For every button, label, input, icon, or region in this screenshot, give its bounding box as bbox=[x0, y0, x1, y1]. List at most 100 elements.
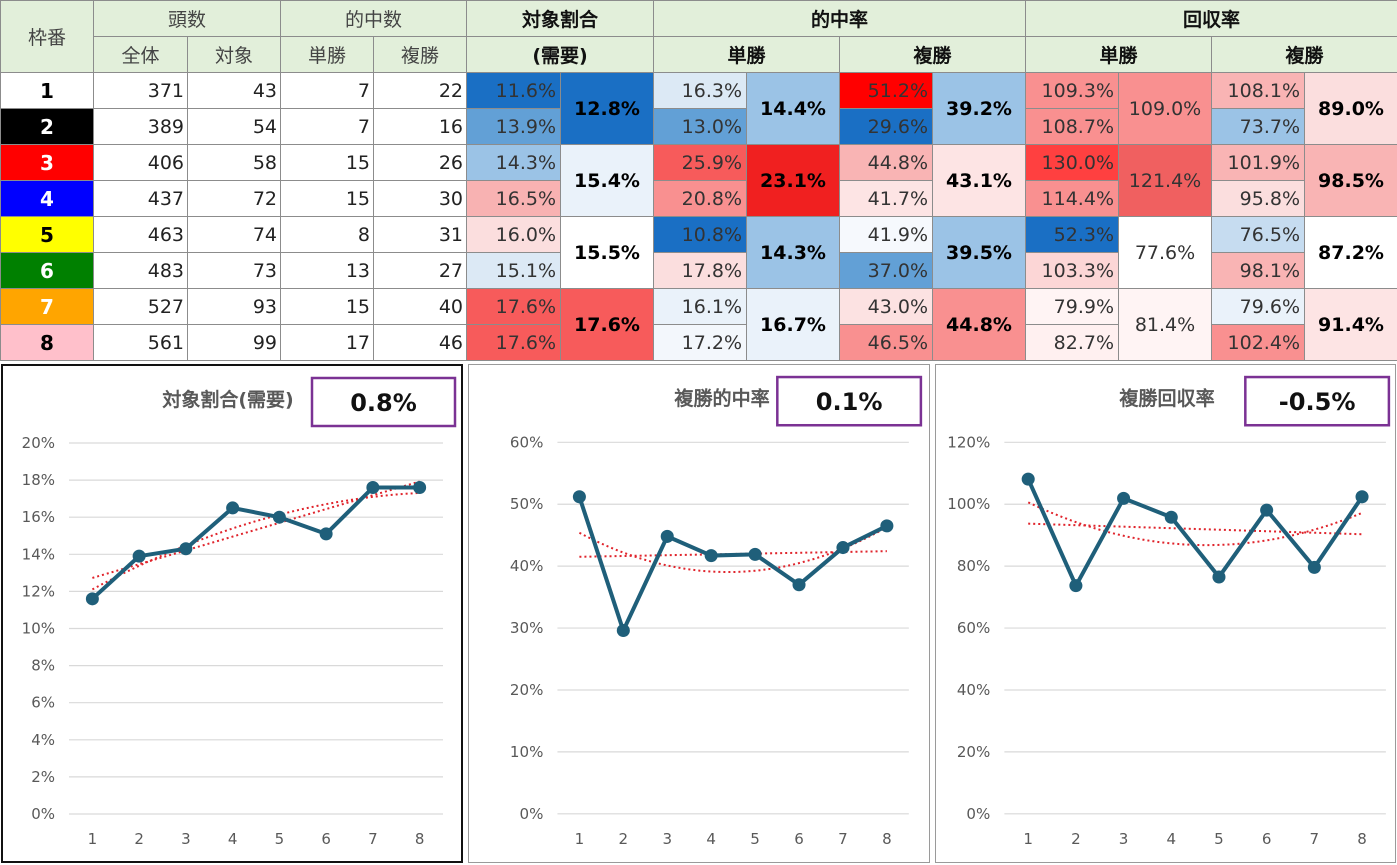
row-total-count: 463 bbox=[93, 216, 188, 253]
y-tick-label: 50% bbox=[510, 495, 543, 513]
row-frame-number: 7 bbox=[0, 288, 94, 325]
header-count: 頭数 bbox=[93, 0, 281, 37]
row-target-ratio: 11.6% bbox=[466, 72, 561, 109]
header-count-total: 全体 bbox=[93, 36, 188, 73]
data-point bbox=[572, 490, 586, 504]
y-tick-label: 120% bbox=[947, 433, 990, 451]
data-point bbox=[880, 519, 894, 533]
pair-place-return: 91.4% bbox=[1304, 288, 1397, 361]
row-total-count: 483 bbox=[93, 252, 188, 289]
row-place-return: 98.1% bbox=[1211, 252, 1305, 289]
data-point bbox=[272, 510, 286, 524]
row-win-hits: 8 bbox=[280, 216, 374, 253]
row-place-hits: 26 bbox=[373, 144, 467, 181]
row-win-hit-rate: 17.8% bbox=[653, 252, 747, 289]
row-total-count: 371 bbox=[93, 72, 188, 109]
data-point bbox=[660, 529, 674, 543]
x-tick-label: 1 bbox=[575, 830, 585, 848]
row-win-hit-rate: 17.2% bbox=[653, 324, 747, 361]
row-win-hit-rate: 10.8% bbox=[653, 216, 747, 253]
x-tick-label: 3 bbox=[181, 830, 191, 848]
row-place-hit-rate: 51.2% bbox=[839, 72, 933, 109]
pair-win-return: 109.0% bbox=[1118, 72, 1212, 145]
x-tick-label: 6 bbox=[1262, 830, 1272, 848]
row-target-count: 73 bbox=[187, 252, 281, 289]
row-frame-number: 2 bbox=[0, 108, 94, 145]
row-target-ratio: 17.6% bbox=[466, 288, 561, 325]
linear-trendline bbox=[1028, 522, 1363, 536]
x-tick-label: 5 bbox=[275, 830, 285, 848]
pair-win-return: 81.4% bbox=[1118, 288, 1212, 361]
row-win-return: 108.7% bbox=[1025, 108, 1119, 145]
y-tick-label: 0% bbox=[966, 805, 990, 823]
row-target-count: 58 bbox=[187, 144, 281, 181]
row-frame-number: 5 bbox=[0, 216, 94, 253]
row-place-hits: 27 bbox=[373, 252, 467, 289]
polynomial-trendline bbox=[91, 491, 420, 591]
y-tick-label: 40% bbox=[957, 681, 990, 699]
pair-place-hit-rate: 39.2% bbox=[932, 72, 1026, 145]
row-target-count: 72 bbox=[187, 180, 281, 217]
row-place-return: 101.9% bbox=[1211, 144, 1305, 181]
row-target-ratio: 16.0% bbox=[466, 216, 561, 253]
chart-svg: 0% 2% 4% 6% 8% 10% 12% 14% 16% 18% 20% 1 2 3 4 5 6 7 8 対象割合… bbox=[22, 376, 457, 848]
row-place-hits: 46 bbox=[373, 324, 467, 361]
x-tick-label: 7 bbox=[1310, 830, 1320, 848]
data-point bbox=[836, 541, 850, 555]
row-place-return: 102.4% bbox=[1211, 324, 1305, 361]
x-tick-label: 7 bbox=[368, 830, 378, 848]
y-tick-label: 16% bbox=[22, 508, 55, 526]
data-point bbox=[1164, 510, 1178, 524]
x-tick-label: 5 bbox=[750, 830, 760, 848]
data-point bbox=[366, 481, 380, 495]
data-point bbox=[1355, 490, 1369, 504]
x-tick-label: 1 bbox=[1023, 830, 1033, 848]
row-win-hit-rate: 20.8% bbox=[653, 180, 747, 217]
linear-trendline bbox=[92, 480, 420, 579]
chart-title: 複勝的中率 bbox=[673, 387, 769, 410]
x-tick-label: 1 bbox=[88, 830, 98, 848]
slope-value: 0.1% bbox=[816, 388, 883, 416]
x-tick-label: 2 bbox=[1071, 830, 1081, 848]
row-win-hits: 15 bbox=[280, 144, 374, 181]
chart-title: 対象割合(需要) bbox=[161, 388, 293, 411]
data-point bbox=[792, 578, 806, 592]
data-point bbox=[616, 624, 630, 638]
pair-win-hit-rate: 23.1% bbox=[746, 144, 840, 217]
y-tick-label: 8% bbox=[31, 657, 55, 675]
data-point bbox=[1069, 579, 1083, 593]
row-place-hit-rate: 41.7% bbox=[839, 180, 933, 217]
y-tick-label: 4% bbox=[31, 731, 55, 749]
row-win-return: 52.3% bbox=[1025, 216, 1119, 253]
row-target-ratio: 13.9% bbox=[466, 108, 561, 145]
row-win-hit-rate: 13.0% bbox=[653, 108, 747, 145]
row-win-return: 109.3% bbox=[1025, 72, 1119, 109]
slope-box bbox=[1244, 375, 1391, 427]
series-line bbox=[577, 496, 888, 633]
data-point bbox=[132, 549, 146, 563]
y-tick-label: 30% bbox=[510, 619, 543, 637]
row-place-hits: 40 bbox=[373, 288, 467, 325]
y-tick-label: 0% bbox=[519, 805, 543, 823]
data-point bbox=[748, 547, 762, 561]
pair-place-hit-rate: 43.1% bbox=[932, 144, 1026, 217]
x-tick-label: 2 bbox=[619, 830, 629, 848]
row-place-return: 79.6% bbox=[1211, 288, 1305, 325]
header-hit-rate-place: 複勝 bbox=[839, 36, 1026, 73]
x-tick-label: 7 bbox=[838, 830, 848, 848]
pair-win-hit-rate: 16.7% bbox=[746, 288, 840, 361]
y-tick-label: 10% bbox=[510, 743, 543, 761]
chart-svg: 0% 20% 40% 60% 80% 100% 120% 1 2 3 4 5 6 7 8 複勝回収率 -0.5% bbox=[947, 375, 1391, 848]
data-point bbox=[85, 592, 99, 606]
row-place-hits: 22 bbox=[373, 72, 467, 109]
x-tick-label: 6 bbox=[321, 830, 331, 848]
row-win-hits: 13 bbox=[280, 252, 374, 289]
row-win-hits: 15 bbox=[280, 288, 374, 325]
row-place-return: 95.8% bbox=[1211, 180, 1305, 217]
row-total-count: 527 bbox=[93, 288, 188, 325]
row-win-hit-rate: 16.3% bbox=[653, 72, 747, 109]
x-tick-label: 3 bbox=[1119, 830, 1129, 848]
row-total-count: 406 bbox=[93, 144, 188, 181]
x-tick-label: 8 bbox=[415, 830, 425, 848]
data-point bbox=[179, 542, 193, 556]
